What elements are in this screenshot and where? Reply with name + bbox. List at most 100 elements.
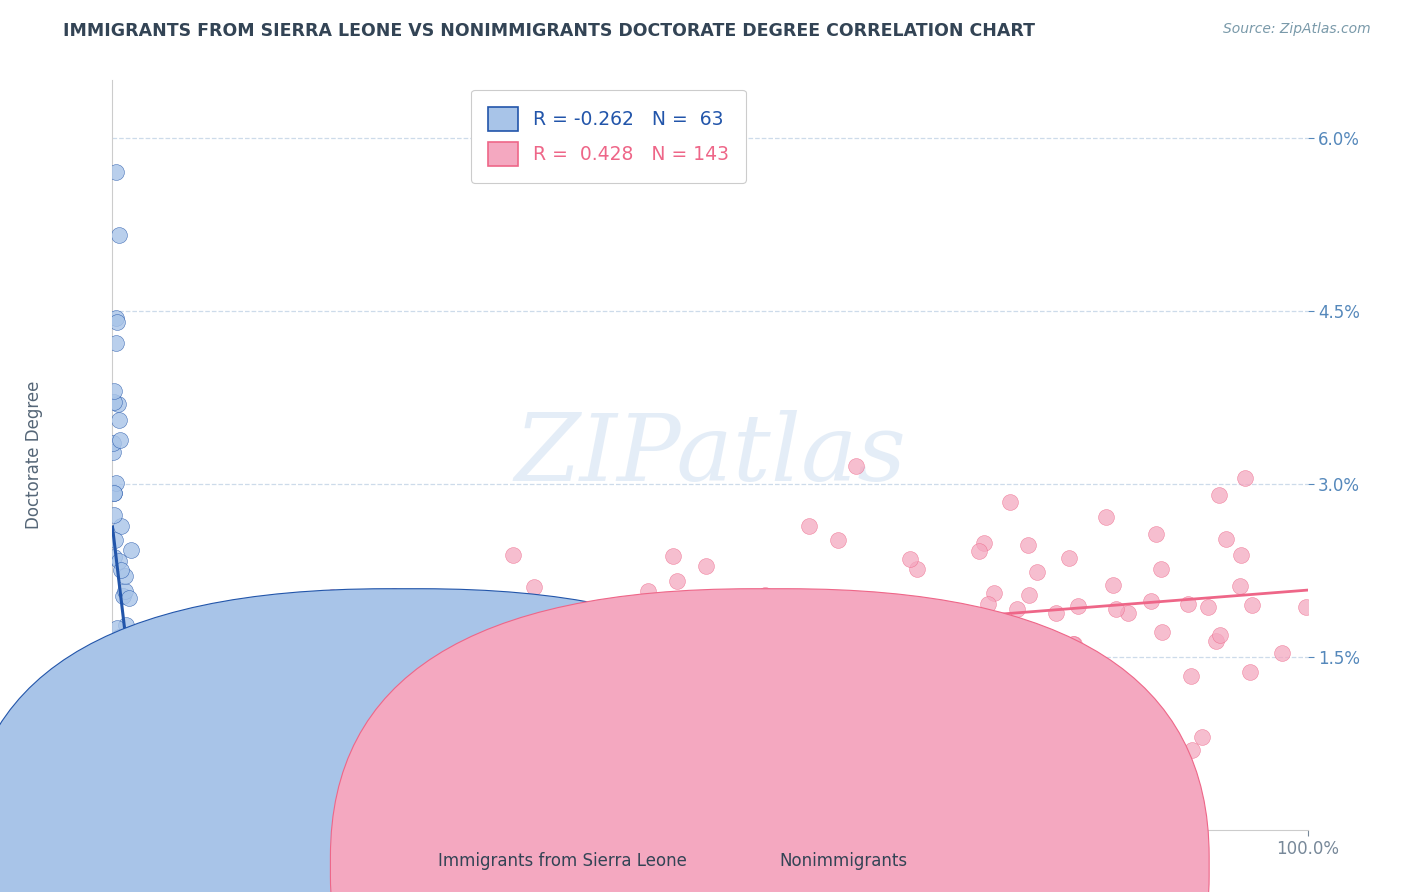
Point [506,670,529,684]
Point [108,434,131,448]
Point [686,603,709,617]
Point [969,682,991,697]
Text: Nonimmigrants: Nonimmigrants [779,852,908,870]
Point [1017,538,1039,552]
Point [1180,669,1202,683]
Point [523,580,546,594]
Point [321,590,343,604]
Point [252,690,274,704]
Point [132,623,155,637]
Point [121,724,143,739]
Point [124,798,146,813]
Point [122,730,145,744]
Point [1007,601,1029,615]
Point [540,698,562,713]
Point [905,561,928,575]
Point [120,543,142,558]
Point [263,699,285,714]
Point [1150,562,1173,576]
Point [1045,607,1067,621]
Point [364,732,387,747]
Point [117,637,139,651]
Point [110,704,132,718]
Point [1025,565,1047,579]
Point [108,227,131,242]
Point [114,703,136,717]
Point [114,584,136,599]
Point [108,661,131,675]
Point [461,661,484,675]
Point [356,618,378,632]
Point [105,622,128,636]
Point [470,666,492,681]
Point [485,690,508,704]
Point [482,646,505,660]
Point [134,758,156,772]
Point [124,791,146,805]
Point [967,544,990,558]
Point [792,680,814,694]
Point [104,310,127,325]
Point [112,704,135,718]
Point [103,697,125,711]
Point [305,673,328,688]
Point [127,763,149,777]
Text: IMMIGRANTS FROM SIERRA LEONE VS NONIMMIGRANTS DOCTORATE DEGREE CORRELATION CHART: IMMIGRANTS FROM SIERRA LEONE VS NONIMMIG… [63,22,1035,40]
Point [695,632,717,647]
Point [1209,628,1232,642]
Point [555,698,578,713]
Point [479,698,502,712]
Point [339,665,361,679]
Point [105,739,128,753]
Point [482,676,505,690]
Point [637,583,659,598]
Point [382,589,405,603]
Point [212,677,235,691]
Point [983,585,1005,599]
Point [105,316,128,330]
Point [1150,624,1173,639]
Point [844,661,866,675]
Point [114,661,136,675]
Point [866,653,889,667]
Point [101,444,124,458]
Point [108,554,131,568]
Point [228,694,250,708]
Point [103,384,125,398]
Point [540,612,562,626]
Point [373,591,395,605]
Point [1177,597,1199,611]
Point [987,687,1010,701]
Point [1063,637,1085,651]
Point [592,616,614,631]
Point [827,533,849,548]
Point [118,591,141,605]
Point [522,666,544,681]
Point [797,660,820,674]
Legend: R = -0.262   N =  63, R =  0.428   N = 143: R = -0.262 N = 63, R = 0.428 N = 143 [471,90,745,183]
Point [1018,588,1040,602]
Point [1102,577,1125,591]
Point [111,589,134,603]
Point [103,485,125,500]
Point [103,486,125,500]
Point [307,639,329,653]
Point [696,665,718,680]
Point [292,694,315,708]
Point [111,727,134,741]
Point [256,632,278,646]
Point [269,659,291,673]
Point [350,722,373,736]
Point [814,609,837,624]
Point [661,698,683,712]
Point [793,613,815,627]
Point [150,766,173,780]
Point [659,640,682,654]
Point [662,549,685,564]
Point [101,655,124,669]
Point [1271,646,1294,660]
Point [1181,742,1204,756]
Point [110,563,132,577]
Point [858,671,880,685]
Point [110,662,132,676]
